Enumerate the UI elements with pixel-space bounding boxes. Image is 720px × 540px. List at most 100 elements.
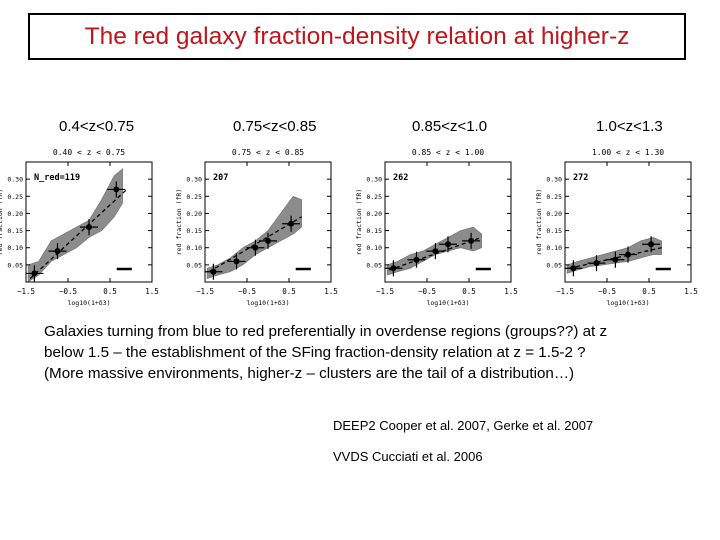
panel-label-3: 0.85<z<1.0 [412,118,488,135]
y-tick-label: 0.30 [366,176,382,184]
chart-panel-4: −1.5 −0.5 0.5 1.5 0.05 0.10 0.15 0.20 0.25 0.30 1.… [535,148,698,307]
data-point [606,251,625,268]
x-tick-label: 1.5 [324,287,338,296]
y-tick-label: 0.05 [366,261,382,269]
x-tick-label: −0.5 [238,287,256,296]
x-tick-label: 1.5 [145,287,159,296]
y-tick-label: 0.15 [366,227,382,235]
reference-vvds: VVDS Cucciati et al. 2006 [333,449,483,464]
point-marker [113,186,120,193]
data-point [407,251,426,268]
x-axis-label: log10(1+δ3) [246,299,289,307]
point-marker [570,265,577,272]
point-marker [432,248,439,255]
y-axis-label: red fraction (fR) [0,189,4,256]
x-tick-label: 0.5 [462,287,476,296]
chart-panel-2: −1.5 −0.5 0.5 1.5 0.05 0.10 0.15 0.20 0.25 0.30 0.… [175,148,338,307]
count-annotation: 207 [213,173,228,183]
y-tick-label: 0.25 [366,193,382,201]
point-marker [468,237,475,244]
point-marker [265,237,271,244]
x-tick-label: −0.5 [418,287,436,296]
data-point [564,260,583,277]
panel-label-2: 0.75<z<0.85 [233,118,317,135]
y-tick-label: 0.20 [366,210,382,218]
paragraph-line-3: (More massive environments, higher-z – c… [44,365,575,382]
y-axis-label: red fraction (fR) [355,189,363,256]
point-marker [648,241,655,248]
x-tick-label: −1.5 [196,287,214,296]
y-tick-label: 0.10 [366,244,382,252]
y-tick-label: 0.30 [186,176,202,184]
y-tick-label: 0.30 [7,176,23,184]
confidence-band [27,168,123,283]
y-tick-label: 0.05 [546,261,562,269]
data-point [282,215,301,232]
point-marker [625,251,631,258]
confidence-band [566,237,662,274]
x-axis-label: log10(1+δ3) [606,299,649,307]
slide-title: The red galaxy fraction-density relation… [84,22,630,50]
data-point [246,239,265,256]
y-tick-label: 0.15 [546,227,562,235]
y-tick-label: 0.20 [7,210,23,218]
y-tick-label: 0.20 [546,210,562,218]
figure-panels: −1.5 −0.5 0.5 1.5 0.05 0.10 0.15 0.20 0.25 0.30 0.… [0,148,698,307]
panel-title: 0.40 < z < 0.75 [53,148,125,157]
data-point [439,236,457,253]
x-axis-label: log10(1+δ3) [426,299,469,307]
body-paragraph: Galaxies turning from blue to red prefer… [44,321,716,384]
title-box: The red galaxy fraction-density relation… [28,13,686,60]
panel-title: 1.00 < z < 1.30 [592,148,664,157]
panel-title: 0.75 < z < 0.85 [232,148,304,157]
point-marker [86,224,92,231]
x-tick-label: 1.5 [684,287,698,296]
fit-line [29,188,128,280]
point-marker [252,244,259,251]
x-tick-label: 1.5 [504,287,518,296]
paragraph-line-1: Galaxies turning from blue to red prefer… [44,323,608,340]
fit-line [208,216,302,273]
data-point [642,236,661,253]
reference-deep2: DEEP2 Cooper et al. 2007, Gerke et al. 2… [333,418,594,433]
y-axis-label: red fraction (fR) [535,189,543,256]
fit-line [388,236,482,271]
y-tick-label: 0.15 [7,227,23,235]
panel-label-4: 1.0<z<1.3 [596,118,663,135]
y-tick-label: 0.10 [7,244,23,252]
paragraph-line-2: below 1.5 – the establishment of the SFi… [44,344,586,361]
data-point [384,260,403,277]
plot-frame [384,161,512,283]
x-tick-label: 0.5 [103,287,117,296]
count-annotation: 262 [393,173,408,183]
chart-panel-1: −1.5 −0.5 0.5 1.5 0.05 0.10 0.15 0.20 0.25 0.30 0.… [0,148,159,307]
panel-label-1: 0.4<z<0.75 [59,118,135,135]
data-point [227,253,246,270]
x-axis-label: log10(1+δ3) [67,299,110,307]
x-tick-label: −1.5 [556,287,574,296]
data-point [48,243,67,260]
y-tick-label: 0.25 [186,193,202,201]
fit-line [569,247,662,269]
data-point [259,232,277,249]
y-tick-label: 0.10 [546,244,562,252]
data-point [619,246,637,263]
y-tick-label: 0.05 [186,261,202,269]
point-marker [31,270,38,277]
x-tick-label: −0.5 [598,287,616,296]
plot-frame [204,161,332,283]
y-tick-label: 0.20 [186,210,202,218]
data-point [204,263,223,280]
y-tick-label: 0.25 [7,193,23,201]
confidence-band [206,195,302,280]
count-annotation: 272 [573,173,588,183]
plot-frame [564,161,692,283]
data-point [587,255,606,272]
point-marker [390,265,397,272]
y-tick-label: 0.30 [546,176,562,184]
data-point [25,265,44,282]
point-marker [233,258,240,265]
point-marker [54,248,61,255]
y-axis-label: red fraction (fR) [175,189,183,256]
y-tick-label: 0.25 [546,193,562,201]
